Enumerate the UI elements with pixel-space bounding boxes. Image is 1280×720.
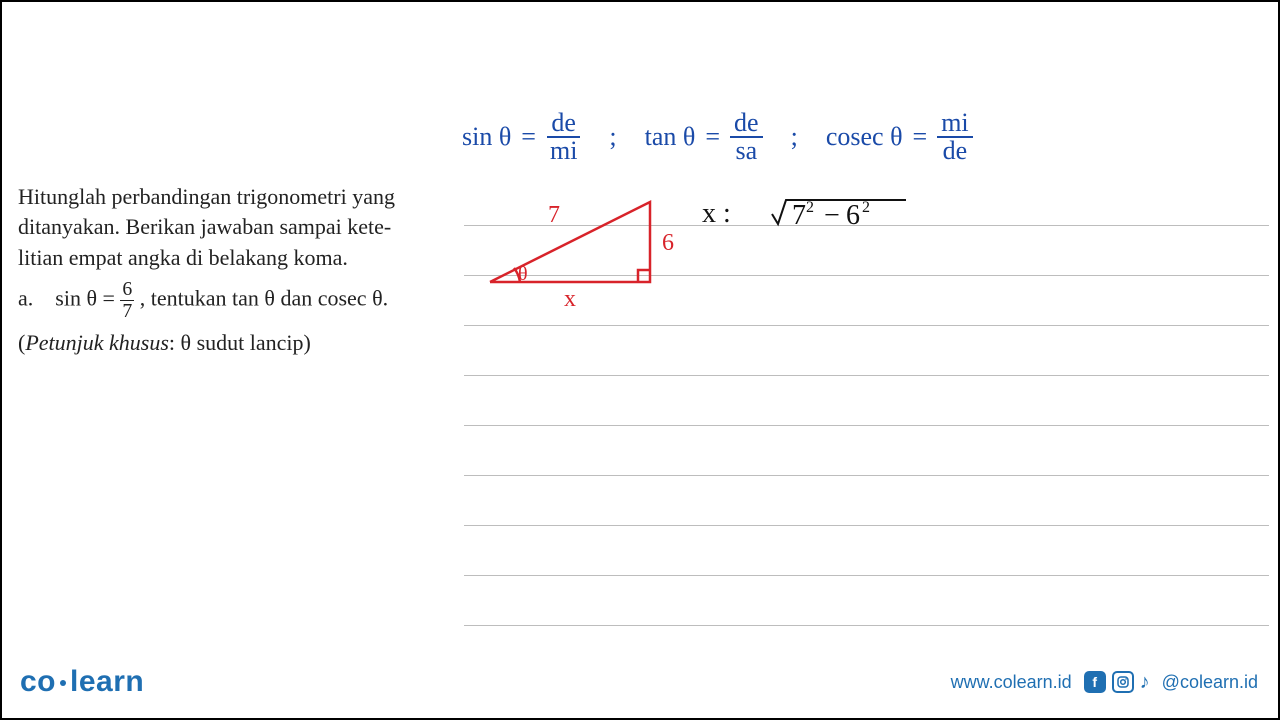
question-line: litian empat angka di belakang koma. xyxy=(18,243,433,273)
footer-url[interactable]: www.colearn.id xyxy=(951,672,1072,693)
ruled-line xyxy=(464,526,1269,576)
part-fraction: 6 7 xyxy=(120,279,134,322)
triangle-angle-label: θ xyxy=(518,263,528,285)
tan-frac: de sa xyxy=(730,110,763,164)
cosec-frac: mi de xyxy=(937,110,972,164)
rad-minus: − xyxy=(824,200,840,231)
footer-right: www.colearn.id f ♪ @colearn.id xyxy=(951,671,1258,694)
instagram-icon[interactable] xyxy=(1112,671,1134,693)
x-expression: x : 7 2 − 6 2 xyxy=(702,190,922,246)
page-root: sin θ = de mi ; tan θ = de sa ; cosec θ … xyxy=(0,0,1280,720)
brand-logo: colearn xyxy=(20,665,144,699)
tiktok-icon[interactable]: ♪ xyxy=(1140,671,1150,694)
footer-handle[interactable]: @colearn.id xyxy=(1162,672,1258,693)
triangle-adj-label: x xyxy=(564,286,576,312)
sep-2: ; xyxy=(791,122,798,152)
cosec-den: de xyxy=(939,138,972,164)
rad-a-sq: 2 xyxy=(806,199,814,216)
part-prefix: sin θ = xyxy=(55,285,120,310)
tan-num: de xyxy=(730,110,763,138)
question-line: ditanyakan. Berikan jawaban sampai kete- xyxy=(18,212,433,242)
tan-lhs: tan θ xyxy=(645,122,696,152)
facebook-icon[interactable]: f xyxy=(1084,671,1106,693)
part-suffix: , tentukan tan θ dan cosec θ. xyxy=(140,285,388,310)
question-block: Hitunglah perbandingan trigonometri yang… xyxy=(18,182,433,358)
cosec-lhs: cosec θ xyxy=(826,122,903,152)
rad-a: 7 xyxy=(792,200,806,231)
hint-label: Petunjuk khusus xyxy=(25,330,169,355)
ruled-line xyxy=(464,476,1269,526)
triangle-diagram: 7 6 x θ xyxy=(480,184,690,314)
rad-b-sq: 2 xyxy=(862,199,870,216)
question-hint: (Petunjuk khusus: θ sudut lancip) xyxy=(18,328,433,358)
rad-b: 6 xyxy=(846,200,860,231)
question-line: Hitunglah perbandingan trigonometri yang xyxy=(18,182,433,212)
equals-1: = xyxy=(521,122,536,152)
sin-num: de xyxy=(547,110,580,138)
sin-lhs: sin θ xyxy=(462,122,511,152)
x-label: x : xyxy=(702,198,731,229)
ruled-line xyxy=(464,426,1269,476)
ruled-line xyxy=(464,376,1269,426)
triangle-hyp-label: 7 xyxy=(548,202,560,228)
formula-tan: tan θ = de sa xyxy=(645,110,763,164)
sin-frac: de mi xyxy=(546,110,581,164)
social-icons: f ♪ xyxy=(1084,671,1150,694)
equals-2: = xyxy=(705,122,720,152)
cosec-num: mi xyxy=(937,110,972,138)
sep-1: ; xyxy=(609,122,616,152)
x-expr-svg: x : 7 2 − 6 2 xyxy=(702,190,922,238)
hint-text: θ sudut lancip xyxy=(181,330,304,355)
sin-den: mi xyxy=(546,138,581,164)
formula-cosec: cosec θ = mi de xyxy=(826,110,973,164)
part-frac-den: 7 xyxy=(120,301,134,322)
triangle-opp-label: 6 xyxy=(662,230,674,256)
tan-den: sa xyxy=(731,138,761,164)
formula-row: sin θ = de mi ; tan θ = de sa ; cosec θ … xyxy=(462,110,1262,164)
right-angle-mark xyxy=(638,270,650,282)
question-part-a: a. sin θ = 6 7 , tentukan tan θ dan cose… xyxy=(18,279,433,322)
equals-3: = xyxy=(913,122,928,152)
part-label: a. xyxy=(18,285,33,310)
part-frac-num: 6 xyxy=(120,279,134,301)
ruled-line xyxy=(464,326,1269,376)
formula-sin: sin θ = de mi xyxy=(462,110,581,164)
footer: colearn www.colearn.id f ♪ @colearn.id xyxy=(2,656,1278,718)
ruled-line xyxy=(464,576,1269,626)
